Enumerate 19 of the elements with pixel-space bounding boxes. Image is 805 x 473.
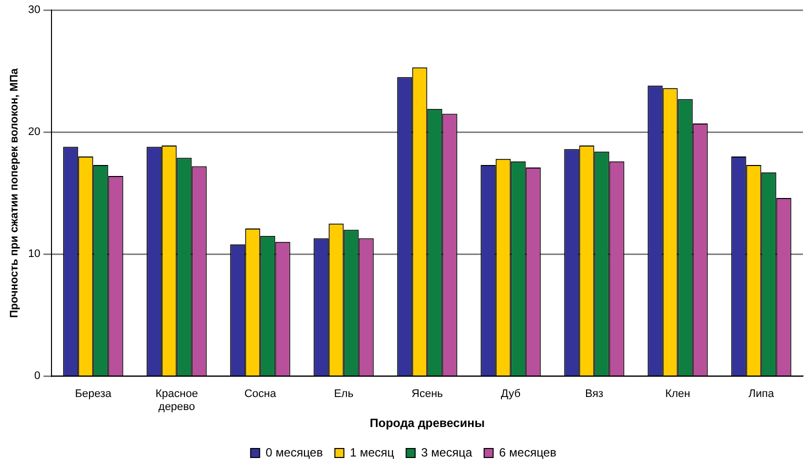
x-tick-label: Красное дерево [155,388,198,414]
legend-label: 1 месяц [350,445,394,460]
legend-label: 0 месяцев [266,445,323,460]
legend-label: 6 месяцев [499,445,556,460]
y-tick-label: 20 [28,126,40,138]
y-axis-title: Прочность при сжатии поперек волокон, МПа [8,67,21,318]
x-tick-label: Липа [748,388,775,400]
x-tick-label: Береза [74,388,112,400]
y-tick-label: 10 [28,248,40,260]
y-tick-label: 30 [28,4,40,16]
x-tick-label: Клен [665,388,690,400]
x-axis-title: Порода древесины [370,416,485,430]
x-tick-label: Ясень [412,388,444,400]
x-tick-label: Ель [334,388,354,400]
legend-label: 3 месяца [421,445,472,460]
x-tick-label: Сосна [244,388,277,400]
x-tick-label: Дуб [500,388,521,400]
x-tick-label: Вяз [585,388,604,400]
y-tick-label: 0 [34,370,40,382]
